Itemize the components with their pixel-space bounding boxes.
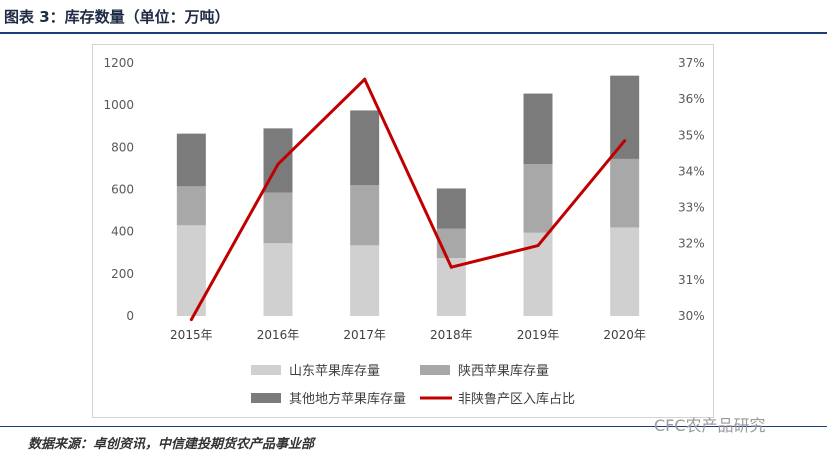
- y-tick-label: 1200: [103, 56, 134, 70]
- stacked-bar-line-chart: 0 200 400 600 800 1000 1200 30% 31% 32% 33% 34% 35%…: [103, 56, 705, 407]
- x-tick-label: 2017年: [343, 328, 386, 342]
- y-tick-label: 600: [111, 183, 134, 197]
- x-tick-label: 2018年: [430, 328, 473, 342]
- bar-segment: [523, 93, 553, 165]
- bar-segment: [350, 245, 380, 316]
- bar-segment: [610, 75, 640, 159]
- y2-tick-label: 37%: [678, 56, 705, 70]
- y-tick-label: 0: [126, 309, 134, 323]
- y2-tick-label: 36%: [678, 92, 705, 106]
- y-tick-label: 400: [111, 225, 134, 239]
- ratio-point: [189, 318, 193, 322]
- y2-tick-label: 34%: [678, 164, 705, 178]
- bar-segment: [350, 185, 380, 246]
- ratio-point: [276, 162, 280, 166]
- bar-segment: [610, 158, 640, 228]
- chart-container: 0 200 400 600 800 1000 1200 30% 31% 32% 33% 34% 35%…: [92, 44, 714, 418]
- bar-segment: [263, 192, 293, 244]
- y-tick-label: 200: [111, 267, 134, 281]
- ratio-point: [449, 265, 453, 269]
- ratio-line: [190, 77, 626, 321]
- x-tick-label: 2019年: [517, 328, 560, 342]
- ratio-point: [363, 77, 367, 81]
- x-tick-label: 2015年: [170, 328, 213, 342]
- legend-label: 山东苹果库存量: [289, 363, 380, 379]
- legend-swatch: [420, 365, 450, 375]
- ratio-point: [623, 139, 627, 143]
- bar-segment: [436, 188, 466, 229]
- footer-divider: [0, 426, 827, 427]
- title-divider: [0, 32, 827, 34]
- legend-label: 其他地方苹果库存量: [289, 391, 406, 407]
- y2-tick-label: 31%: [678, 273, 705, 287]
- ratio-point: [536, 244, 540, 248]
- y2-tick-label: 30%: [678, 309, 705, 323]
- x-tick-label: 2016年: [257, 328, 300, 342]
- x-tick-label: 2020年: [603, 328, 646, 342]
- bar-segment: [350, 110, 380, 186]
- source-note: 数据来源：卓创资讯，中信建投期货农产品事业部: [28, 437, 315, 452]
- y2-tick-label: 35%: [678, 128, 705, 142]
- bar-segment: [610, 227, 640, 316]
- legend-swatch: [251, 393, 281, 403]
- bar-segment: [523, 164, 553, 233]
- bar-segment: [263, 243, 293, 316]
- bar-segment: [176, 186, 206, 226]
- legend-label: 非陕鲁产区入库占比: [458, 391, 575, 407]
- bar-segment: [176, 133, 206, 187]
- y2-tick-label: 32%: [678, 237, 705, 251]
- y2-tick-label: 33%: [678, 201, 705, 215]
- watermark: CFC农产品研究: [654, 416, 766, 435]
- legend-swatch: [251, 365, 281, 375]
- legend-label: 陕西苹果库存量: [458, 363, 549, 379]
- y-tick-label: 800: [111, 140, 134, 154]
- page-title: 图表 3：库存数量（单位：万吨）: [4, 8, 230, 26]
- y-tick-label: 1000: [103, 98, 134, 112]
